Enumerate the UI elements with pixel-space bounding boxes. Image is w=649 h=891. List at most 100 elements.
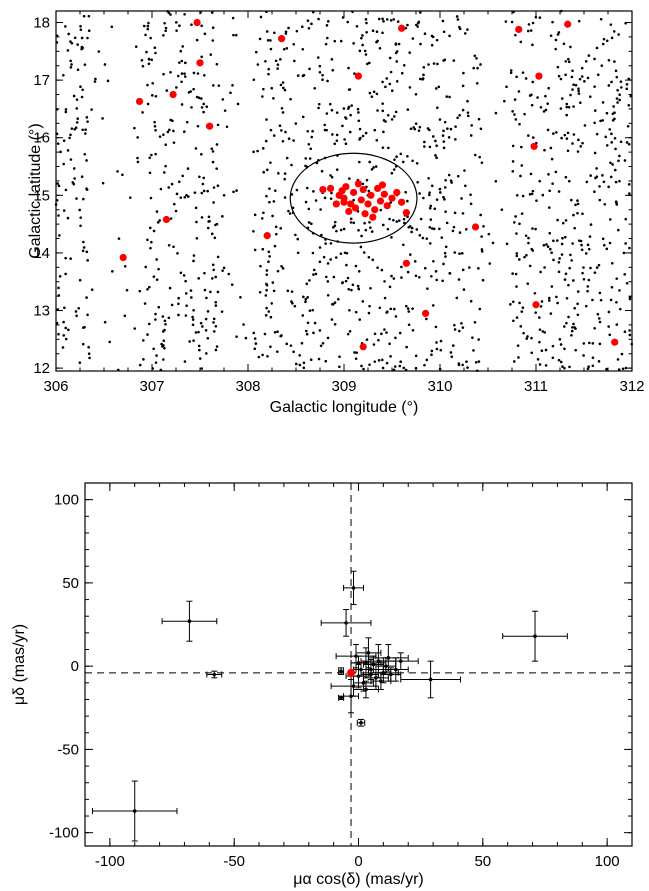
field-star: [76, 117, 80, 120]
field-star: [390, 89, 394, 93]
field-star: [221, 215, 224, 218]
x-tick-label: 0: [354, 853, 362, 870]
field-star: [539, 105, 543, 109]
field-star: [294, 233, 297, 237]
field-star: [311, 251, 315, 255]
field-star: [203, 271, 206, 275]
field-star: [214, 223, 217, 227]
field-star: [601, 101, 605, 104]
field-star: [609, 218, 612, 221]
field-star: [450, 181, 453, 184]
field-star: [563, 347, 566, 351]
field-star: [601, 42, 605, 46]
field-star: [567, 315, 570, 319]
field-star: [598, 320, 602, 324]
field-star: [618, 93, 621, 97]
field-star: [311, 308, 315, 312]
field-star: [63, 306, 66, 310]
field-star: [196, 124, 200, 128]
field-star: [338, 365, 341, 369]
field-star: [519, 174, 522, 178]
field-star: [150, 94, 154, 97]
field-star: [570, 259, 573, 262]
field-star: [285, 46, 289, 50]
field-star: [181, 45, 185, 48]
field-star: [445, 95, 449, 98]
field-star: [205, 105, 209, 109]
field-star: [623, 330, 627, 334]
field-star: [281, 111, 285, 114]
field-star: [479, 63, 482, 66]
field-star: [325, 112, 329, 115]
field-star: [454, 138, 457, 141]
field-star: [473, 54, 477, 58]
field-star: [308, 309, 312, 312]
field-star: [200, 191, 204, 195]
field-star: [518, 222, 521, 226]
field-star: [212, 84, 215, 87]
field-star: [611, 112, 615, 116]
field-star: [211, 39, 215, 42]
red-member-point: [326, 184, 335, 193]
field-star: [312, 268, 316, 272]
field-star: [580, 66, 584, 70]
field-star: [363, 49, 367, 53]
field-star: [398, 331, 402, 335]
field-star: [198, 175, 201, 179]
field-star: [576, 290, 580, 293]
field-star: [393, 307, 396, 311]
field-star: [443, 58, 447, 62]
field-star: [283, 177, 286, 181]
field-star: [157, 267, 160, 271]
field-star: [318, 260, 322, 264]
field-star: [414, 122, 418, 125]
field-star: [561, 365, 564, 368]
field-star: [377, 338, 380, 342]
field-star: [79, 85, 82, 89]
field-star: [579, 101, 582, 105]
field-star: [534, 311, 537, 314]
field-star: [448, 95, 451, 99]
field-star: [555, 295, 558, 299]
field-star: [314, 272, 318, 276]
red-member-point: [388, 194, 396, 202]
field-star: [435, 144, 438, 148]
field-star: [359, 245, 363, 249]
field-star: [153, 46, 157, 49]
field-star: [147, 57, 151, 61]
field-star: [94, 77, 97, 81]
field-star: [600, 64, 604, 67]
field-star: [591, 342, 595, 345]
field-star: [206, 226, 210, 230]
field-star: [284, 30, 288, 34]
field-star: [482, 225, 485, 228]
field-star: [400, 71, 404, 75]
red-member-point: [369, 213, 377, 221]
field-star: [441, 134, 445, 137]
field-star: [430, 349, 434, 353]
field-star: [470, 124, 473, 127]
field-star: [381, 109, 385, 113]
field-star: [614, 200, 618, 204]
field-star: [480, 235, 483, 238]
field-star: [314, 199, 318, 202]
field-star: [389, 307, 393, 311]
field-star: [375, 40, 378, 44]
field-star: [66, 216, 70, 220]
field-star: [344, 279, 348, 283]
field-star: [123, 314, 127, 318]
field-star: [154, 361, 158, 364]
field-star: [468, 266, 471, 269]
field-star: [156, 221, 160, 224]
field-star: [406, 307, 410, 310]
field-star: [454, 125, 457, 128]
field-star: [66, 149, 70, 152]
field-star: [469, 202, 473, 206]
field-star: [443, 186, 447, 189]
field-star: [301, 47, 305, 51]
field-star: [79, 224, 82, 228]
field-star: [364, 18, 368, 21]
field-star: [348, 308, 351, 312]
field-star: [200, 152, 203, 156]
y-tick-label: 15: [33, 187, 50, 204]
